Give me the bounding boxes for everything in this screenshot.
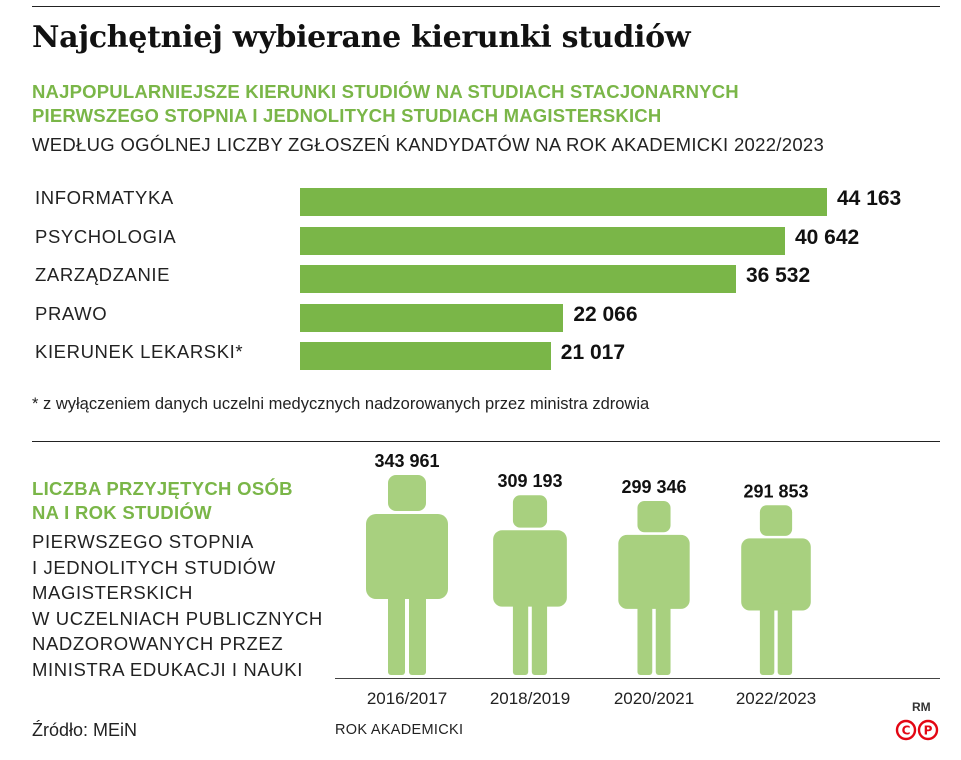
bar-label: KIERUNEK LEKARSKI* <box>35 341 244 362</box>
section2-line: MINISTRA EDUKACJI I NAUKI <box>32 658 303 680</box>
person-value-label: 343 961 <box>374 451 439 471</box>
bar-label: INFORMATYKA <box>35 187 174 208</box>
year-tick-label: 2022/2023 <box>735 689 817 708</box>
bar-value-label: 44 163 <box>837 187 902 210</box>
section1-description: WEDŁUG OGÓLNEJ LICZBY ZGŁOSZEŃ KANDYDATÓ… <box>32 134 825 155</box>
bar <box>300 188 827 216</box>
footnote: * z wyłączeniem danych uczelni medycznyc… <box>32 395 650 413</box>
x-axis-title: ROK AKADEMICKI <box>335 722 464 738</box>
page-title: Najchętniej wybierane kierunki studiów <box>32 20 691 55</box>
person-value-label: 309 193 <box>497 471 562 491</box>
bar-value-label: 36 532 <box>745 264 811 287</box>
bar-label: PRAWO <box>35 302 108 324</box>
bar-label: ZARZĄDZANIE <box>35 264 171 285</box>
section2-description: PIERWSZEGO STOPNIA I JEDNOLITYCH STUDIÓW… <box>32 529 323 682</box>
bar <box>300 226 785 255</box>
bar <box>300 342 551 370</box>
bar-value-label: 22 066 <box>573 302 638 326</box>
section2-heading-line1: LICZBA PRZYJĘTYCH OSÓB <box>32 478 293 499</box>
section2-heading-line2: NA I ROK STUDIÓW <box>32 502 212 523</box>
bar <box>300 303 564 332</box>
section2-line: PIERWSZEGO STOPNIA <box>32 531 254 552</box>
person-figure <box>618 500 690 675</box>
source-note: Źródło: MEiN <box>32 720 138 740</box>
person-value-label: 299 346 <box>621 477 686 497</box>
x-axis-line <box>335 678 940 679</box>
person-figure <box>493 495 567 675</box>
bar-value-label: 21 017 <box>560 341 626 364</box>
bar-value-label: 40 642 <box>794 225 860 249</box>
bar-label: PSYCHOLOGIA <box>35 225 177 247</box>
cp-logo-icon: C P <box>895 719 939 741</box>
section2-line: W UCZELNIACH PUBLICZNYCH <box>32 607 323 629</box>
section2-line: MAGISTERSKICH <box>32 582 193 603</box>
section-divider <box>32 441 940 442</box>
person-value-label: 291 853 <box>743 481 808 501</box>
person-figure <box>741 505 811 675</box>
section2-line: I JEDNOLITYCH STUDIÓW <box>32 556 276 578</box>
section2-heading: LICZBA PRZYJĘTYCH OSÓB NA I ROK STUDIÓW <box>32 477 293 525</box>
section1-subtitle-line1: NAJPOPULARNIEJSZE KIERUNKI STUDIÓW NA ST… <box>32 81 739 102</box>
section1-subtitle-line2: PIERWSZEGO STOPNIA I JEDNOLITYCH STUDIAC… <box>32 105 662 126</box>
year-tick-label: 2016/2017 <box>366 689 448 708</box>
author-credit: RM <box>912 700 931 714</box>
bar <box>300 265 736 293</box>
section2-line: NADZOROWANYCH PRZEZ <box>32 633 284 654</box>
year-tick-label: 2018/2019 <box>489 689 571 708</box>
logo-letter-p: P <box>924 724 933 738</box>
section1-subtitle: NAJPOPULARNIEJSZE KIERUNKI STUDIÓW NA ST… <box>32 80 739 128</box>
logo-letter-c: C <box>902 724 911 738</box>
person-figure <box>366 475 448 675</box>
year-tick-label: 2020/2021 <box>613 689 695 708</box>
top-rule <box>32 6 940 7</box>
